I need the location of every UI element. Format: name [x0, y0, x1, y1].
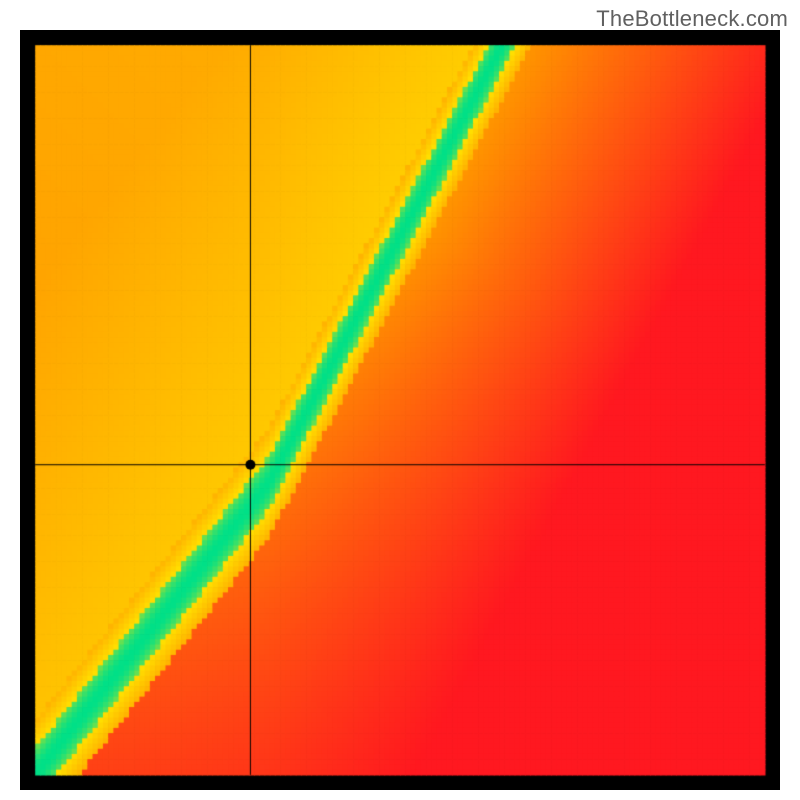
- heatmap-plot: [20, 30, 780, 790]
- chart-container: TheBottleneck.com: [0, 0, 800, 800]
- watermark-text: TheBottleneck.com: [596, 6, 788, 32]
